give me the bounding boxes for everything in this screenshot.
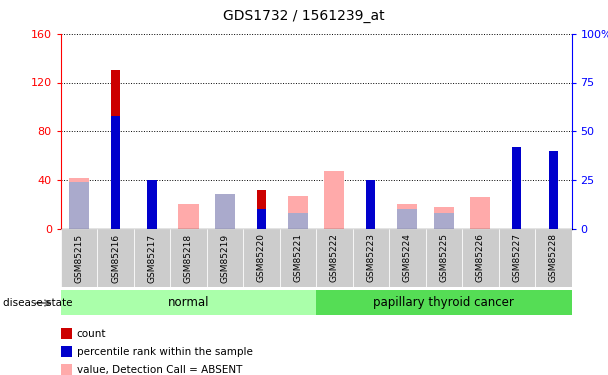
Text: papillary thyroid cancer: papillary thyroid cancer [373,296,514,309]
FancyBboxPatch shape [426,229,462,287]
Text: count: count [77,329,106,339]
FancyBboxPatch shape [462,229,499,287]
Text: percentile rank within the sample: percentile rank within the sample [77,347,252,357]
Bar [147,181,156,229]
Text: GSM85222: GSM85222 [330,233,339,282]
FancyBboxPatch shape [389,229,426,287]
Bar [69,178,89,229]
Bar [470,197,490,229]
Text: GSM85224: GSM85224 [403,233,412,282]
Text: GSM85217: GSM85217 [148,233,156,282]
FancyBboxPatch shape [170,229,207,287]
Bar [366,180,375,229]
Bar [257,209,266,229]
Text: GSM85215: GSM85215 [75,233,83,282]
Bar [434,207,454,229]
Bar [288,213,308,229]
Bar [215,195,235,229]
Bar [288,196,308,229]
Bar [548,168,558,229]
Bar [257,190,266,229]
Bar [69,182,89,229]
FancyBboxPatch shape [316,290,572,315]
Text: GDS1732 / 1561239_at: GDS1732 / 1561239_at [223,9,385,23]
Bar [434,213,454,229]
FancyBboxPatch shape [207,229,243,287]
Bar [111,70,120,229]
Text: GSM85221: GSM85221 [294,233,302,282]
Text: GSM85226: GSM85226 [476,233,485,282]
Bar [178,204,198,229]
Bar [324,171,344,229]
Text: GSM85216: GSM85216 [111,233,120,282]
Bar [397,204,417,229]
Bar [512,147,521,229]
Bar [215,194,235,229]
Bar [548,151,558,229]
FancyBboxPatch shape [134,229,170,287]
Text: GSM85227: GSM85227 [513,233,521,282]
FancyBboxPatch shape [499,229,535,287]
FancyBboxPatch shape [353,229,389,287]
Bar [512,168,521,229]
Bar [111,116,120,229]
Bar [147,180,156,229]
FancyBboxPatch shape [61,229,97,287]
Text: GSM85228: GSM85228 [549,233,558,282]
FancyBboxPatch shape [280,229,316,287]
Text: normal: normal [168,296,209,309]
Text: GSM85218: GSM85218 [184,233,193,282]
Text: value, Detection Call = ABSENT: value, Detection Call = ABSENT [77,365,242,375]
FancyBboxPatch shape [316,229,353,287]
Text: GSM85223: GSM85223 [367,233,375,282]
FancyBboxPatch shape [535,229,572,287]
Text: GSM85219: GSM85219 [221,233,229,282]
Bar [366,180,375,229]
FancyBboxPatch shape [243,229,280,287]
Text: GSM85225: GSM85225 [440,233,448,282]
Text: GSM85220: GSM85220 [257,233,266,282]
FancyBboxPatch shape [61,290,316,315]
FancyBboxPatch shape [97,229,134,287]
Bar [397,209,417,229]
Text: disease state: disease state [3,298,72,308]
